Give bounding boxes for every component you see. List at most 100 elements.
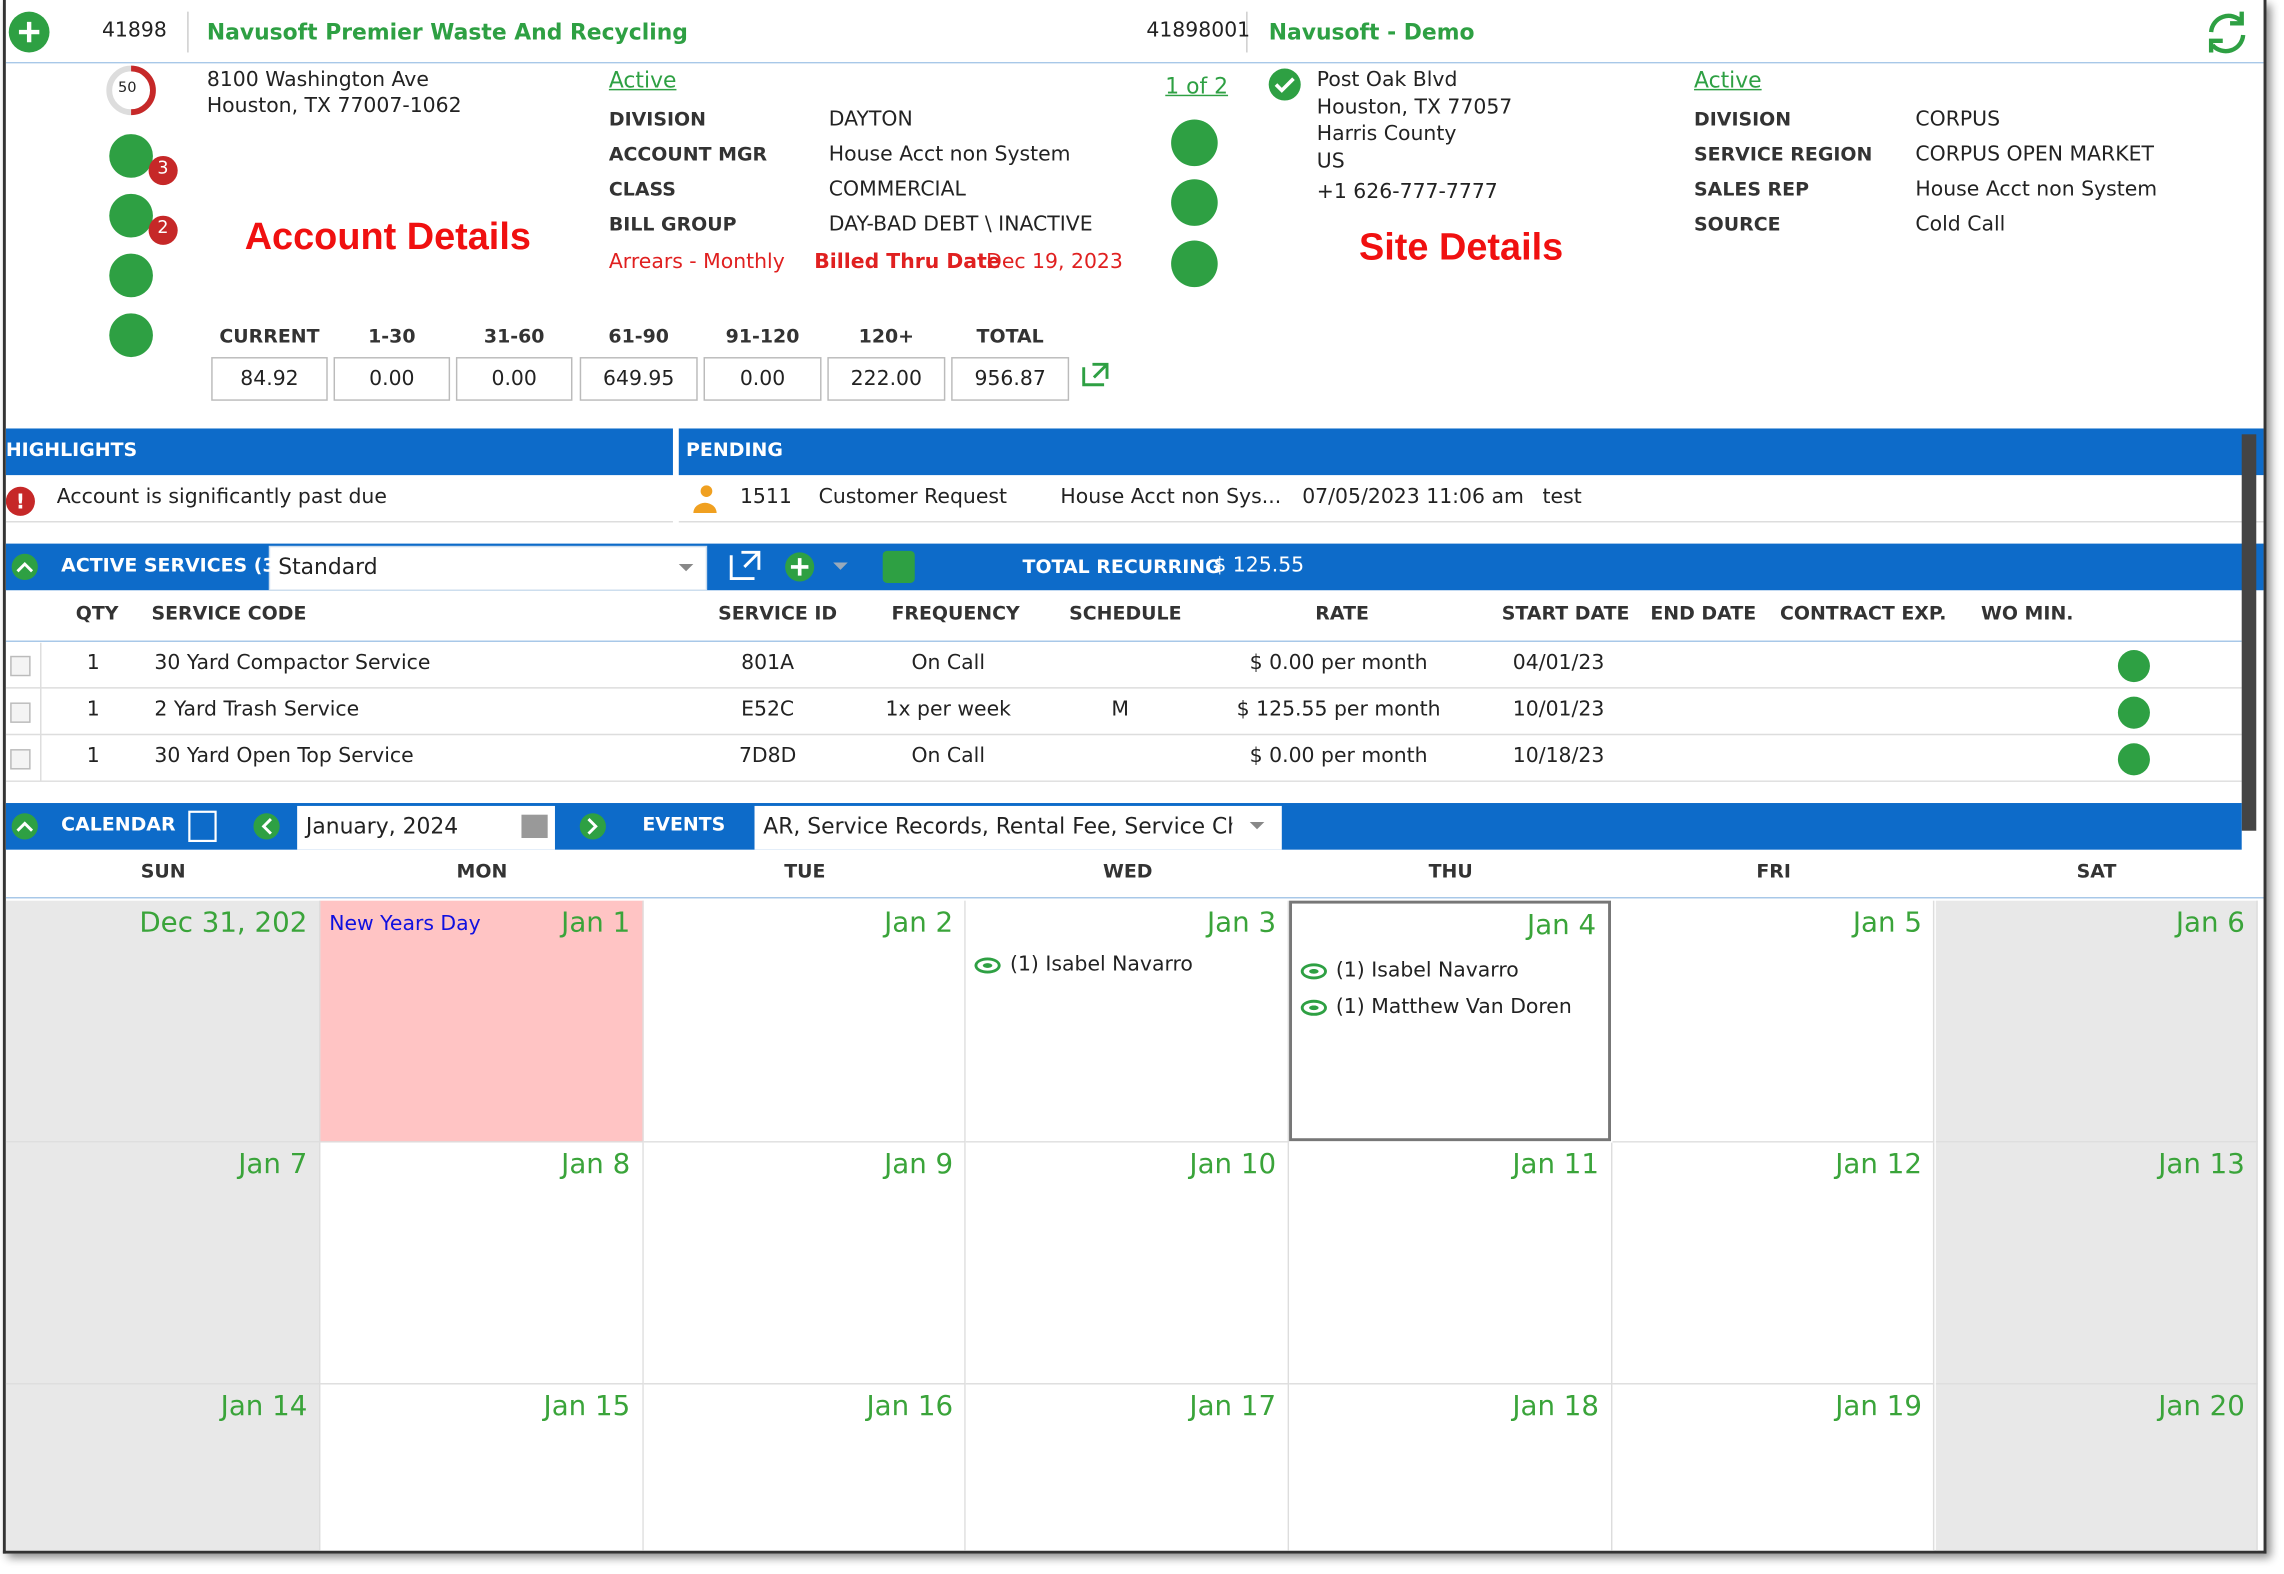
section-title: EVENTS [642,814,726,837]
column-header: RATE [1315,603,1369,626]
field-value: House Acct non System [1915,177,2158,202]
event[interactable]: (1) Isabel Navarro [1009,953,1193,977]
aging-header: 120+ [858,326,915,349]
day-cell[interactable]: Jan 7 [5,1142,321,1385]
row-menu[interactable] [2117,743,2150,776]
event[interactable]: (1) Isabel Navarro [1335,958,1519,983]
day-cell[interactable]: Jan 19 [1612,1384,1936,1551]
icon-map[interactable] [1171,119,1218,167]
expand[interactable] [10,702,31,723]
day-cell[interactable]: Jan 17 [966,1384,1290,1551]
day-cell[interactable]: Jan 10 [966,1142,1290,1385]
score: 50 [117,80,137,97]
day-cell[interactable]: Jan 15 [320,1384,644,1551]
account-name: Navusoft Premier Waste And Recycling [206,18,688,46]
account-view: ! 41898 Navusoft Premier Waste And Recycl… [2,0,2267,1554]
section-title: ACTIVE SERVICES (3) [61,555,285,578]
highlight: Account is significantly past due [56,485,387,509]
expand[interactable] [10,655,31,677]
service-filter[interactable]: Standard [278,553,378,581]
date: Jan 15 [543,1390,631,1423]
field-value: DAYTON [828,107,913,132]
field-label: CLASS [608,179,676,202]
column-header: SERVICE CODE [151,603,307,626]
service-cell: On Call [911,651,986,675]
list-view[interactable] [188,810,217,843]
icon-billing[interactable] [109,134,153,178]
site-name: Navusoft - Demo [1268,18,1475,46]
billed-value: Dec 19, 2023 [986,250,1123,274]
prev-month[interactable] [253,813,280,840]
day-cell[interactable]: Jan 11 [1289,1142,1613,1385]
aging-value: 0.00 [333,357,451,401]
date: Jan 20 [2158,1390,2245,1423]
icon-web[interactable] [1171,179,1218,226]
scrollbar[interactable] [2241,434,2257,831]
service-cell: 04/01/23 [1512,651,1605,675]
weekday: THU [1428,861,1473,884]
column-header: WO MIN. [1980,603,2074,626]
service-cell: E52C [741,698,795,722]
day-cell[interactable]: Jan 18 [1289,1384,1613,1551]
field-label: DIVISION [1694,109,1792,132]
day-cell[interactable]: Jan 14 [5,1384,321,1551]
expand[interactable] [10,749,31,770]
date: Jan 5 [1852,906,1922,939]
month: January, 2024 [305,813,459,840]
weekday: MON [456,861,508,884]
day-cell[interactable]: Jan 2 [643,900,967,1143]
icon-attachments[interactable] [109,193,153,238]
event[interactable]: (1) Matthew Van Doren [1335,995,1572,1019]
day-cell[interactable]: Jan 12 [1612,1142,1936,1385]
site-pager[interactable]: 1 of 2 [1165,72,1229,100]
day-cell[interactable]: Jan 5 [1612,900,1936,1143]
row-menu[interactable] [2117,696,2150,729]
open-aging[interactable] [1082,362,1109,387]
next-month[interactable] [579,813,606,840]
events-filter[interactable]: AR, Service Records, Rental Fee, Service… [763,813,1233,840]
column-header: SCHEDULE [1069,603,1182,626]
aging-header: 61-90 [608,326,669,349]
icon-search[interactable] [109,313,153,358]
row-menu[interactable] [2117,650,2150,683]
day-cell[interactable]: Dec 31, 202 [5,900,321,1143]
day-cell[interactable]: Jan 1 New Years Day [320,900,644,1143]
date-picker[interactable] [521,814,548,839]
section-title: HIGHLIGHTS [5,440,138,462]
day-cell[interactable]: Jan 13 [1935,1142,2259,1385]
field-value: DAY-BAD DEBT \ INACTIVE [828,212,1093,237]
icon-container[interactable] [1171,240,1218,288]
status-link[interactable]: Active [608,67,677,94]
service-cell: 7D8D [738,744,797,769]
date: Jan 1 [561,906,631,939]
date: Jan 13 [2158,1148,2245,1181]
weekday: SUN [140,861,186,884]
day-cell[interactable]: Jan 4 (1) Isabel Navarro (1) Matthew Van D… [1289,900,1611,1142]
day-cell[interactable]: Jan 6 [1935,900,2259,1143]
annotation: Site Details [1359,224,1564,269]
site-address-line: Houston, TX 77057 [1316,95,1513,119]
day-cell[interactable]: Jan 20 [1935,1384,2259,1551]
icon-chart[interactable] [109,253,153,298]
pending-cell: House Acct non Sys... [1060,485,1282,509]
status-link[interactable]: Active [1694,67,1762,94]
share[interactable] [882,550,915,583]
open-services[interactable] [729,550,761,581]
aging-header: 31-60 [483,326,545,349]
day-cell[interactable]: Jan 9 [643,1142,967,1385]
column-header: SERVICE ID [718,603,838,626]
weekday: SAT [2076,861,2117,884]
day-cell[interactable]: Jan 8 [320,1142,644,1385]
field-value: COMMERCIAL [828,177,966,202]
column-header: QTY [75,603,119,626]
refresh[interactable] [2208,13,2246,54]
day-cell[interactable]: Jan 16 [643,1384,967,1551]
service-cell: $ 0.00 per month [1249,744,1428,769]
aging-value: 84.92 [211,357,328,401]
day-cell[interactable]: Jan 3 (1) Isabel Navarro [966,900,1290,1143]
date: Jan 19 [1835,1390,1922,1423]
date: Dec 31, 202 [139,906,308,939]
column-header: CONTRACT EXP. [1779,603,1947,626]
pending-cell: 1511 [739,485,792,509]
